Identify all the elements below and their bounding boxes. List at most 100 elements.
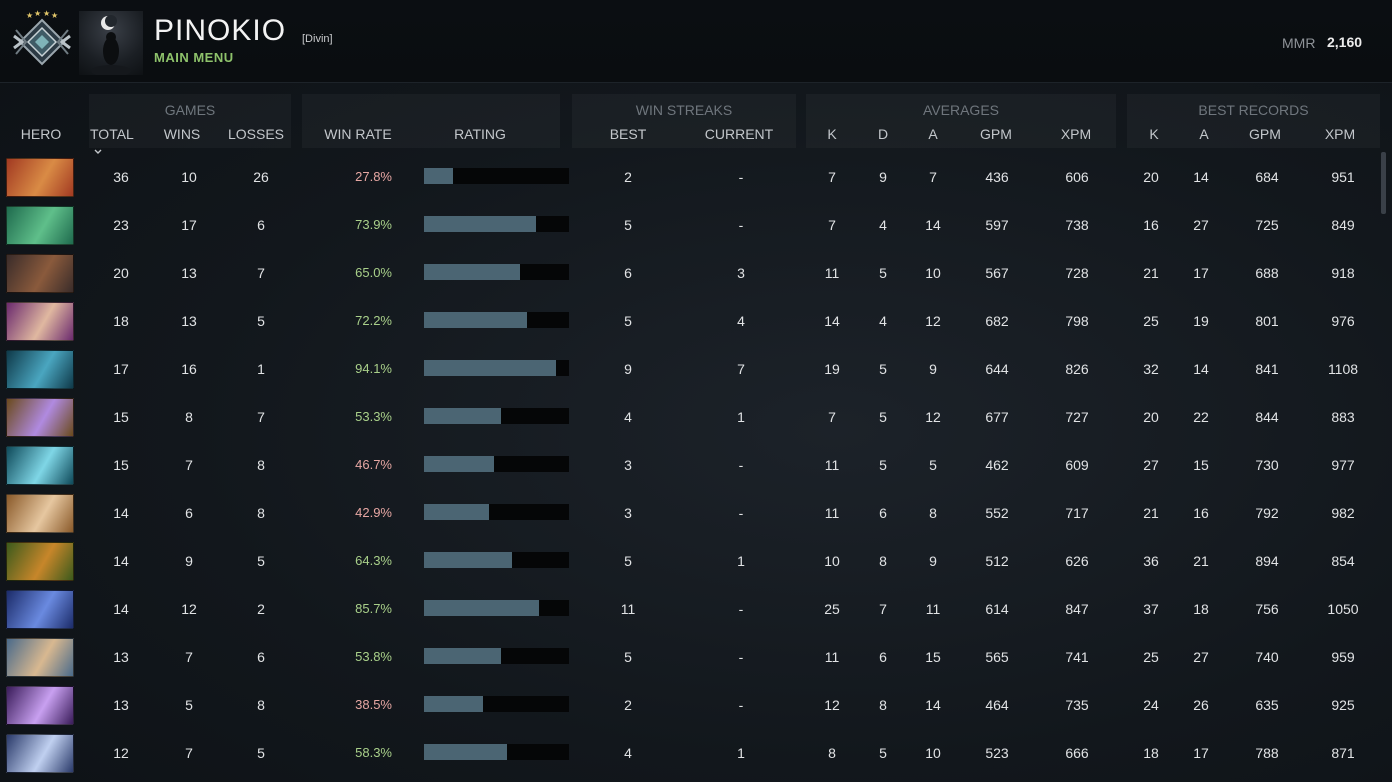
current-streak-cell: 4 xyxy=(737,313,745,329)
losses-cell: 8 xyxy=(257,457,265,473)
rating-bar-fill xyxy=(424,696,484,712)
wins-cell: 7 xyxy=(185,649,193,665)
table-row[interactable]: 15 8 7 53.3% 4 1 7 5 12 677 727 20 22 844 883 xyxy=(0,391,1380,439)
current-streak-cell: 1 xyxy=(737,745,745,761)
hero-portrait-icon[interactable] xyxy=(6,302,74,341)
avg-kills-cell: 8 xyxy=(828,745,836,761)
table-row[interactable]: 13 7 6 53.8% 5 - 11 6 15 565 741 25 27 740 959 xyxy=(0,631,1380,679)
best-assists-cell: 27 xyxy=(1193,649,1209,665)
best-xpm-cell: 951 xyxy=(1331,169,1355,185)
table-row[interactable]: 15 7 8 46.7% 3 - 11 5 5 462 609 27 15 730 977 xyxy=(0,439,1380,487)
col-avg-deaths[interactable]: D xyxy=(877,126,889,142)
table-row[interactable]: 20 13 7 65.0% 6 3 11 5 10 567 728 21 17 688 918 xyxy=(0,247,1380,295)
avg-xpm-cell: 738 xyxy=(1065,217,1089,233)
best-assists-cell: 21 xyxy=(1193,553,1209,569)
col-best-assists[interactable]: A xyxy=(1199,126,1209,142)
rating-bar-fill xyxy=(424,648,501,664)
wins-cell: 5 xyxy=(185,697,193,713)
col-best-gpm[interactable]: GPM xyxy=(1249,126,1281,142)
hero-portrait-icon[interactable] xyxy=(6,254,74,293)
rating-bar xyxy=(424,600,569,616)
col-wins[interactable]: WINS xyxy=(163,126,201,142)
table-row[interactable]: 18 13 5 72.2% 5 4 14 4 12 682 798 25 19 801 976 xyxy=(0,295,1380,343)
avg-kills-cell: 11 xyxy=(824,649,840,665)
hero-portrait-icon[interactable] xyxy=(6,638,74,677)
current-streak-cell: - xyxy=(738,169,744,185)
col-current-streak[interactable]: CURRENT xyxy=(704,126,774,142)
rating-bar xyxy=(424,648,569,664)
col-avg-gpm[interactable]: GPM xyxy=(980,126,1012,142)
avg-assists-cell: 7 xyxy=(929,169,937,185)
table-row[interactable]: 17 16 1 94.1% 9 7 19 5 9 644 826 32 14 841 1108 xyxy=(0,343,1380,391)
avg-deaths-cell: 5 xyxy=(879,265,887,281)
table-row[interactable]: 36 10 26 27.8% 2 - 7 9 7 436 606 20 14 684 951 xyxy=(0,151,1380,199)
avg-assists-cell: 8 xyxy=(929,505,937,521)
hero-portrait-icon[interactable] xyxy=(6,398,74,437)
col-best-streak[interactable]: BEST xyxy=(609,126,647,142)
col-win-rate[interactable]: WIN RATE xyxy=(324,126,392,142)
best-kills-cell: 36 xyxy=(1143,553,1159,569)
table-row[interactable]: 14 6 8 42.9% 3 - 11 6 8 552 717 21 16 792 982 xyxy=(0,487,1380,535)
table-row[interactable]: 14 12 2 85.7% 11 - 25 7 11 614 847 37 18 756 1050 xyxy=(0,583,1380,631)
svg-text:★: ★ xyxy=(34,10,41,18)
avg-assists-cell: 5 xyxy=(929,457,937,473)
best-xpm-cell: 976 xyxy=(1331,313,1355,329)
hero-portrait-icon[interactable] xyxy=(6,350,74,389)
avg-deaths-cell: 5 xyxy=(879,409,887,425)
hero-portrait-icon[interactable] xyxy=(6,494,74,533)
avg-deaths-cell: 5 xyxy=(879,361,887,377)
avg-deaths-cell: 4 xyxy=(879,217,887,233)
scrollbar-thumb[interactable] xyxy=(1381,152,1386,214)
avg-assists-cell: 9 xyxy=(929,553,937,569)
col-avg-xpm[interactable]: XPM xyxy=(1060,126,1092,142)
rating-bar-fill xyxy=(424,264,520,280)
col-total-label: TOTAL xyxy=(90,126,134,142)
wins-cell: 9 xyxy=(185,553,193,569)
avg-kills-cell: 25 xyxy=(824,601,840,617)
rating-bar xyxy=(424,408,569,424)
best-gpm-cell: 841 xyxy=(1255,361,1279,377)
col-avg-assists[interactable]: A xyxy=(928,126,938,142)
hero-portrait-icon[interactable] xyxy=(6,542,74,581)
hero-portrait-icon[interactable] xyxy=(6,446,74,485)
hero-portrait-icon[interactable] xyxy=(6,734,74,773)
best-assists-cell: 18 xyxy=(1193,601,1209,617)
best-xpm-cell: 959 xyxy=(1331,649,1355,665)
best-streak-cell: 2 xyxy=(624,697,632,713)
best-kills-cell: 20 xyxy=(1143,409,1159,425)
avg-kills-cell: 11 xyxy=(824,457,840,473)
avg-xpm-cell: 626 xyxy=(1065,553,1089,569)
win-rate-cell: 27.8% xyxy=(355,169,392,184)
losses-cell: 2 xyxy=(257,601,265,617)
best-kills-cell: 32 xyxy=(1143,361,1159,377)
col-losses[interactable]: LOSSES xyxy=(227,126,285,142)
hero-portrait-icon[interactable] xyxy=(6,686,74,725)
main-menu-link[interactable]: MAIN MENU xyxy=(154,50,234,65)
hero-portrait-icon[interactable] xyxy=(6,206,74,245)
col-hero[interactable]: HERO xyxy=(20,126,62,142)
current-streak-cell: 1 xyxy=(737,409,745,425)
table-row[interactable]: 13 5 8 38.5% 2 - 12 8 14 464 735 24 26 635 925 xyxy=(0,679,1380,727)
best-gpm-cell: 635 xyxy=(1255,697,1279,713)
col-avg-kills[interactable]: K xyxy=(827,126,837,142)
losses-cell: 26 xyxy=(253,169,269,185)
avg-deaths-cell: 6 xyxy=(879,505,887,521)
hero-portrait-icon[interactable] xyxy=(6,590,74,629)
col-rating[interactable]: RATING xyxy=(454,126,506,142)
rank-medal-icon: ★ ★ ★ ★ xyxy=(10,9,74,74)
avg-xpm-cell: 609 xyxy=(1065,457,1089,473)
col-best-kills[interactable]: K xyxy=(1149,126,1159,142)
best-xpm-cell: 849 xyxy=(1331,217,1355,233)
total-cell: 36 xyxy=(113,169,129,185)
col-best-xpm[interactable]: XPM xyxy=(1324,126,1356,142)
avg-assists-cell: 15 xyxy=(925,649,941,665)
col-total[interactable]: TOTAL xyxy=(90,126,146,160)
hero-portrait-icon[interactable] xyxy=(6,158,74,197)
rating-bar xyxy=(424,456,569,472)
player-avatar[interactable] xyxy=(79,11,143,75)
table-row[interactable]: 23 17 6 73.9% 5 - 7 4 14 597 738 16 27 725 849 xyxy=(0,199,1380,247)
best-gpm-cell: 688 xyxy=(1255,265,1279,281)
table-row[interactable]: 14 9 5 64.3% 5 1 10 8 9 512 626 36 21 894 854 xyxy=(0,535,1380,583)
win-rate-cell: 53.3% xyxy=(355,409,392,424)
table-row[interactable]: 12 7 5 58.3% 4 1 8 5 10 523 666 18 17 788 871 xyxy=(0,727,1380,775)
